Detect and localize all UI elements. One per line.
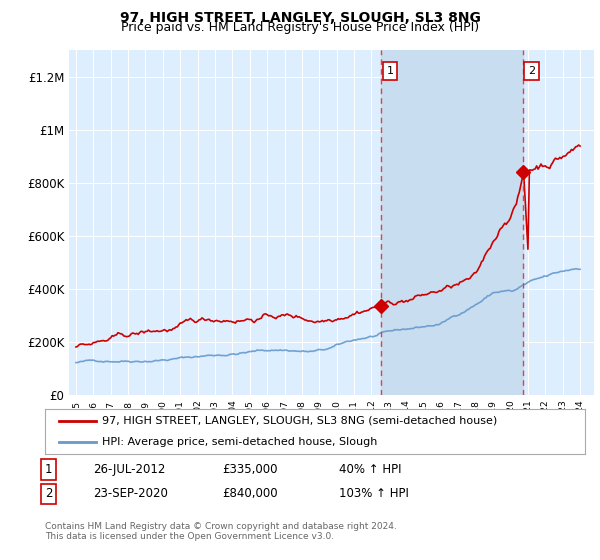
- Bar: [381, 50, 523, 395]
- Text: 97, HIGH STREET, LANGLEY, SLOUGH, SL3 8NG: 97, HIGH STREET, LANGLEY, SLOUGH, SL3 8N…: [119, 11, 481, 25]
- Text: 26-JUL-2012: 26-JUL-2012: [93, 463, 166, 476]
- Text: 1: 1: [45, 463, 53, 476]
- Text: £335,000: £335,000: [222, 463, 277, 476]
- Text: Price paid vs. HM Land Registry's House Price Index (HPI): Price paid vs. HM Land Registry's House …: [121, 21, 479, 34]
- Text: 2: 2: [528, 66, 535, 76]
- Text: 40% ↑ HPI: 40% ↑ HPI: [339, 463, 401, 476]
- Text: 2: 2: [45, 487, 53, 501]
- Text: £840,000: £840,000: [222, 487, 278, 501]
- Text: 1: 1: [386, 66, 394, 76]
- Text: 103% ↑ HPI: 103% ↑ HPI: [339, 487, 409, 501]
- Text: Contains HM Land Registry data © Crown copyright and database right 2024.
This d: Contains HM Land Registry data © Crown c…: [45, 522, 397, 542]
- Text: 23-SEP-2020: 23-SEP-2020: [93, 487, 168, 501]
- Text: 97, HIGH STREET, LANGLEY, SLOUGH, SL3 8NG (semi-detached house): 97, HIGH STREET, LANGLEY, SLOUGH, SL3 8N…: [101, 416, 497, 426]
- Text: HPI: Average price, semi-detached house, Slough: HPI: Average price, semi-detached house,…: [101, 436, 377, 446]
